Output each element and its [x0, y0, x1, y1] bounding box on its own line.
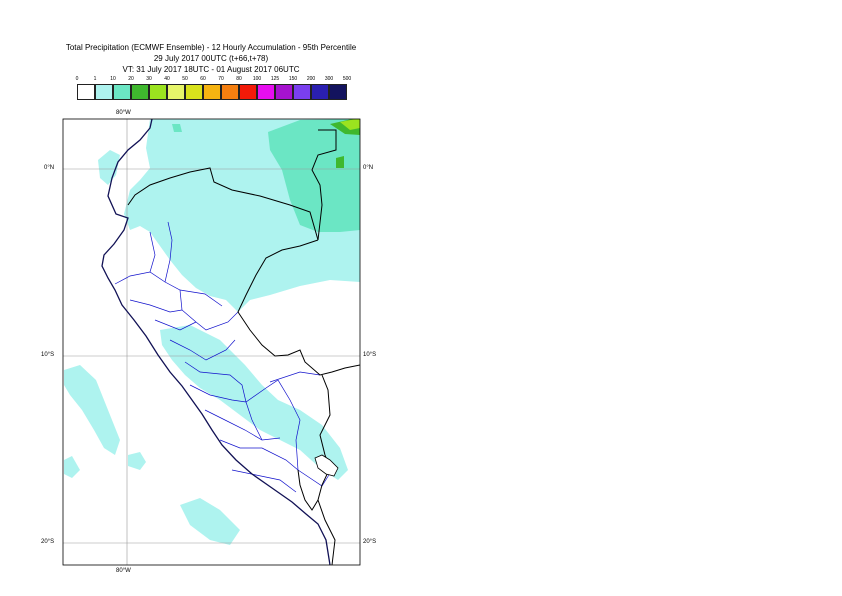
- region-boundary: [297, 469, 333, 487]
- lat-label-right-0: 0°N: [363, 165, 374, 171]
- lat-label-left-0: 0°N: [44, 165, 55, 171]
- lat-label-right-10: 10°S: [363, 352, 377, 358]
- map-frame: [62, 118, 361, 566]
- region-boundary: [231, 469, 297, 493]
- precip-green-spot: [336, 156, 344, 168]
- region-boundary: [269, 371, 321, 383]
- map-contents: [63, 119, 360, 565]
- coastline: [101, 119, 331, 565]
- region-boundary: [164, 221, 173, 283]
- base-time: 29 July 2017 00UTC (t+66,t+78): [153, 54, 269, 63]
- bottom-longitude-label: 80°W: [116, 568, 131, 574]
- country-border: [237, 239, 360, 376]
- precip-light-pacific-west: [64, 365, 120, 455]
- precip-medium-northeast: [268, 119, 360, 232]
- precip-light-pacific-edge: [64, 456, 80, 478]
- precip-light-pacific-south: [180, 498, 240, 545]
- precip-light-andes-south: [160, 325, 348, 480]
- region-boundary: [179, 289, 239, 331]
- precip-medium-spot: [172, 124, 182, 132]
- region-boundary: [184, 361, 247, 403]
- region-boundary: [149, 231, 156, 273]
- country-border: [311, 129, 337, 241]
- lat-label-right-20: 20°S: [363, 539, 377, 545]
- precip-light-pacific-spot: [128, 452, 146, 470]
- region-boundary: [204, 409, 281, 441]
- region-boundary: [277, 379, 301, 471]
- top-longitude-label: 80°W: [116, 110, 131, 116]
- lat-label-left-10: 10°S: [41, 352, 55, 358]
- region-boundary: [219, 439, 299, 471]
- precip-yellow-corner: [340, 119, 360, 130]
- region-boundary: [245, 401, 263, 441]
- valid-time: VT: 31 July 2017 18UTC - 01 August 2017 …: [122, 65, 300, 74]
- lat-label-left-20: 20°S: [41, 539, 55, 545]
- country-border: [297, 469, 319, 511]
- precip-light-coast-patch: [98, 150, 120, 185]
- region-boundary: [129, 299, 183, 313]
- chart-title: Total Precipitation (ECMWF Ensemble) - 1…: [65, 43, 357, 52]
- region-boundary: [189, 379, 279, 403]
- country-border: [127, 167, 319, 241]
- region-boundary: [154, 319, 197, 331]
- region-boundary: [169, 339, 236, 361]
- lake-titicaca: [314, 454, 339, 477]
